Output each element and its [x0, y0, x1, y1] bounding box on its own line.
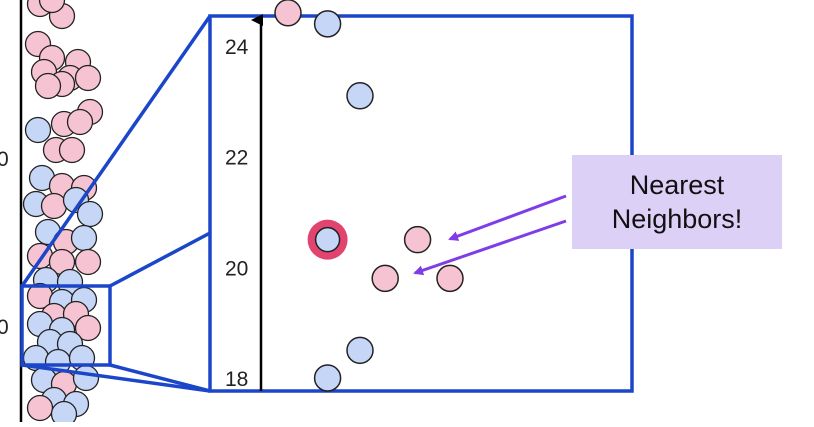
overview-pink-point [34, 72, 62, 100]
zoom-panel [208, 14, 634, 393]
callout-line: Nearest [629, 170, 725, 200]
overview-scatter [22, 0, 104, 422]
overview-pink-point [26, 394, 54, 422]
overview-tick-label: 0 [0, 148, 9, 171]
overview-blue-point [24, 116, 52, 144]
overview-tick-label: 0 [0, 316, 9, 339]
overview-pink-point [74, 64, 102, 92]
pink-data-point [403, 225, 432, 254]
zoom-connector-line [109, 363, 211, 393]
pink-data-point [436, 264, 464, 293]
pink-data-point [371, 264, 399, 293]
zoom-scatter [274, 0, 464, 392]
blue-data-point [313, 364, 342, 392]
overview-pink-point [58, 136, 86, 164]
overview-blue-point [76, 200, 104, 228]
zoom-y-tick-label: 24 [225, 36, 249, 59]
query-point [314, 226, 341, 253]
callout-line: Neighbors! [611, 204, 743, 234]
zoom-connector-line [21, 363, 211, 393]
overview-pink-point [66, 108, 94, 136]
blue-data-point [346, 82, 374, 110]
blue-data-point [346, 336, 374, 365]
zoom-connector-line [109, 231, 211, 288]
overview-blue-point [50, 400, 78, 422]
pink-data-point [274, 0, 302, 27]
nearest-neighbors-callout: Nearest Neighbors! [572, 155, 782, 249]
zoom-y-tick-label: 18 [225, 368, 248, 391]
zoom-selection-box [20, 284, 112, 367]
neighbor-arrow [448, 194, 567, 241]
zoom-connector-line [20, 15, 212, 287]
overview-blue-point [70, 224, 98, 252]
zoom-y-tick-label: 20 [225, 257, 248, 280]
overview-pink-point [74, 248, 102, 276]
blue-data-point [313, 10, 342, 38]
overview-pink-point [38, 0, 66, 14]
zoom-y-ticks: 18 20 22 24 [225, 36, 249, 391]
overview-pink-point [74, 314, 102, 342]
overview-pink-point [40, 192, 68, 220]
zoom-y-tick-label: 22 [225, 147, 248, 170]
neighbor-arrow [413, 219, 567, 276]
overview-blue-point [72, 364, 100, 392]
